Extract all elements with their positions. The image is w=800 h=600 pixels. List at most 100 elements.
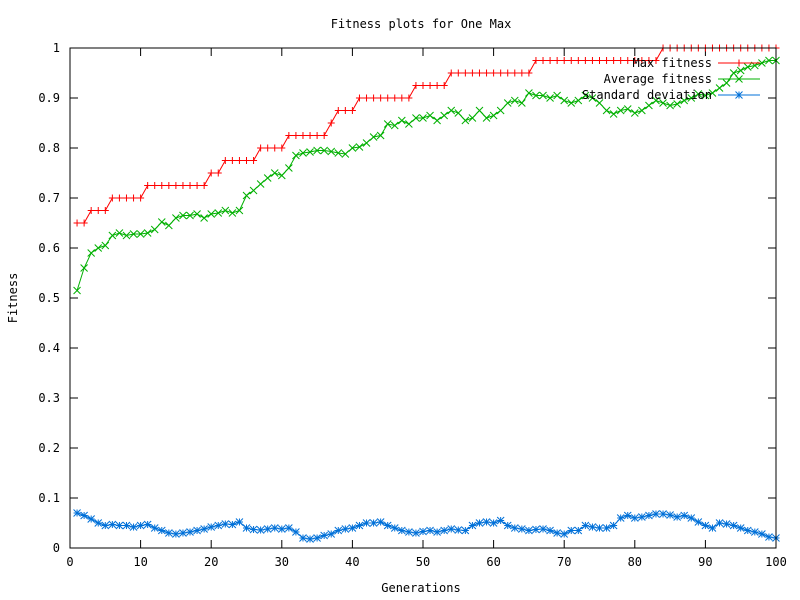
legend-marker	[735, 91, 743, 99]
x-tick-label: 70	[557, 555, 571, 569]
data-point-standard-deviation	[277, 525, 286, 533]
data-point-standard-deviation	[369, 519, 378, 527]
data-point-standard-deviation	[80, 511, 88, 520]
data-point-average-fitness	[249, 186, 258, 195]
data-point-standard-deviation	[193, 526, 201, 535]
data-point-average-fitness	[136, 230, 145, 238]
series-layer	[73, 44, 780, 543]
data-point-average-fitness	[242, 191, 251, 200]
data-point-average-fitness	[433, 116, 441, 125]
data-point-standard-deviation	[164, 529, 173, 537]
data-point-standard-deviation	[588, 523, 597, 531]
data-point-standard-deviation	[546, 526, 554, 535]
y-tick-label: 0.4	[38, 341, 60, 355]
data-point-average-fitness	[256, 180, 265, 188]
data-point-average-fitness	[736, 66, 745, 75]
axis-ticks	[69, 47, 777, 549]
data-point-standard-deviation	[376, 518, 385, 526]
data-point-standard-deviation	[87, 515, 96, 523]
data-point-average-fitness	[673, 100, 682, 108]
data-point-max-fitness	[433, 82, 441, 89]
data-point-average-fitness	[172, 214, 180, 222]
data-point-average-fitness	[517, 99, 526, 107]
data-point-max-fitness	[186, 182, 194, 189]
data-point-max-fitness	[483, 69, 491, 77]
data-point-average-fitness	[355, 143, 364, 151]
data-point-max-fitness	[348, 107, 356, 114]
data-point-average-fitness	[525, 89, 533, 97]
data-point-standard-deviation	[200, 525, 208, 533]
chart-title: Fitness plots for One Max	[331, 17, 512, 31]
data-point-max-fitness	[115, 194, 123, 202]
data-point-standard-deviation	[659, 510, 667, 518]
data-point-average-fitness	[496, 106, 505, 115]
data-point-average-fitness	[419, 114, 427, 122]
data-point-max-fitness	[475, 69, 483, 77]
data-point-average-fitness	[602, 106, 611, 115]
data-point-average-fitness	[397, 116, 406, 125]
data-point-standard-deviation	[122, 521, 131, 530]
data-point-max-fitness	[151, 182, 159, 189]
data-point-standard-deviation	[638, 513, 646, 521]
data-point-standard-deviation	[616, 514, 625, 522]
data-point-average-fitness	[94, 244, 103, 252]
data-point-standard-deviation	[419, 527, 427, 536]
data-point-max-fitness	[405, 94, 413, 102]
data-point-standard-deviation	[157, 526, 166, 535]
data-point-max-fitness	[327, 119, 335, 127]
data-point-average-fitness	[447, 106, 456, 115]
data-point-standard-deviation	[327, 530, 336, 538]
data-point-standard-deviation	[101, 521, 110, 530]
data-point-average-fitness	[221, 206, 230, 215]
data-point-standard-deviation	[447, 525, 456, 533]
series-line-average-fitness	[76, 60, 776, 291]
data-point-max-fitness	[631, 57, 639, 64]
data-point-average-fitness	[701, 91, 710, 100]
legend-entry-max-fitness: Max fitness	[633, 56, 760, 70]
data-point-standard-deviation	[341, 525, 350, 533]
data-point-max-fitness	[179, 182, 187, 189]
data-point-standard-deviation	[242, 524, 251, 532]
data-point-average-fitness	[645, 101, 653, 110]
data-point-max-fitness	[341, 107, 349, 114]
data-point-average-fitness	[383, 120, 392, 128]
data-point-max-fitness	[299, 132, 307, 139]
data-point-max-fitness	[560, 57, 568, 64]
data-point-average-fitness	[143, 229, 152, 237]
data-point-max-fitness	[320, 132, 328, 139]
data-point-max-fitness	[334, 107, 342, 114]
data-point-average-fitness	[73, 286, 81, 295]
y-tick-label: 0.5	[38, 291, 60, 305]
data-point-standard-deviation	[115, 521, 124, 530]
data-point-max-fitness	[228, 157, 236, 164]
data-point-max-fitness	[645, 57, 653, 64]
data-point-max-fitness	[122, 194, 130, 202]
data-point-standard-deviation	[553, 529, 561, 537]
series-standard-deviation	[73, 509, 780, 543]
data-point-average-fitness	[101, 241, 110, 250]
data-point-max-fitness	[363, 94, 371, 102]
x-tick-label: 50	[416, 555, 430, 569]
data-point-average-fitness	[743, 63, 752, 71]
data-point-max-fitness	[490, 69, 498, 77]
data-point-average-fitness	[390, 121, 399, 130]
data-point-standard-deviation	[729, 521, 738, 530]
data-point-standard-deviation	[496, 516, 505, 525]
data-point-average-fitness	[623, 105, 632, 113]
data-point-standard-deviation	[348, 524, 357, 532]
data-point-average-fitness	[150, 225, 159, 234]
y-tick-label: 0.3	[38, 391, 60, 405]
data-point-max-fitness	[292, 132, 300, 139]
data-point-max-fitness	[221, 157, 229, 164]
data-point-average-fitness	[292, 151, 300, 160]
data-point-average-fitness	[426, 111, 434, 120]
data-point-standard-deviation	[397, 526, 406, 535]
data-point-max-fitness	[504, 69, 512, 77]
data-point-standard-deviation	[143, 520, 152, 529]
legend-label: Max fitness	[633, 56, 712, 70]
data-point-standard-deviation	[136, 521, 145, 530]
y-tick-label: 1	[53, 41, 60, 55]
data-point-standard-deviation	[320, 531, 329, 540]
data-point-standard-deviation	[503, 521, 512, 530]
data-point-standard-deviation	[595, 524, 604, 532]
